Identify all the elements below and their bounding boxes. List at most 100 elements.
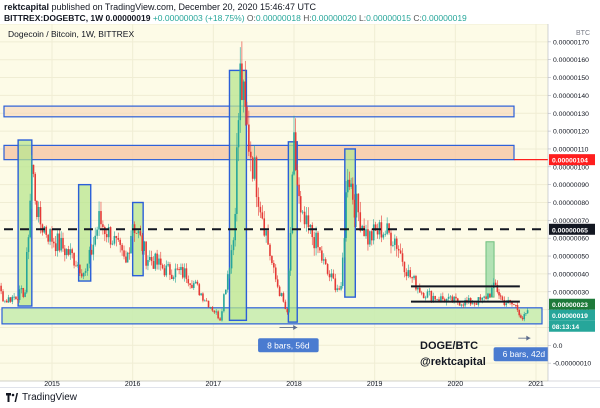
price-tag-box: [549, 309, 595, 321]
candle-body: [178, 269, 180, 271]
candle-body: [269, 244, 271, 256]
candle-body: [525, 313, 527, 315]
y-tick-label: 0.00000130: [553, 111, 589, 118]
candle-body: [462, 304, 465, 306]
y-tick-label: 0.00000030: [553, 289, 589, 296]
candle-body: [192, 283, 195, 288]
candle-body: [45, 226, 48, 235]
candle-body: [471, 303, 474, 305]
candle-body: [473, 303, 476, 305]
candle-body: [273, 262, 275, 268]
candle-body: [36, 200, 38, 217]
candle-body: [447, 296, 450, 299]
price-tag: 0.00000065: [552, 227, 588, 234]
candle-body: [353, 199, 356, 218]
x-tick-label: 2016: [125, 381, 141, 387]
y-tick-label: 0.00000050: [553, 254, 589, 261]
candle-body: [355, 193, 358, 218]
publish-info: rektcapital published on TradingView.com…: [4, 2, 316, 12]
candle-body: [319, 247, 321, 251]
candle-body: [449, 296, 452, 298]
candle-body: [96, 229, 98, 236]
candle-body: [328, 273, 331, 278]
candle-body: [376, 230, 379, 235]
candle-body: [392, 244, 394, 246]
candle-body: [27, 237, 30, 253]
candle-body: [58, 233, 61, 251]
candle-body: [407, 270, 410, 277]
y-tick-label: 0.00000060: [553, 236, 589, 243]
candle-body: [47, 234, 49, 242]
candle-body: [123, 250, 125, 257]
price-tag-box: [549, 223, 595, 235]
candle-body: [65, 249, 68, 256]
watermark-handle: @rektcapital: [420, 356, 486, 368]
candle-body: [113, 235, 116, 244]
breakout-box: [344, 148, 357, 298]
candle-body: [515, 305, 517, 306]
candle-body: [196, 281, 199, 285]
candle-body: [451, 296, 454, 303]
candle-body: [203, 300, 206, 302]
support-zone: [1, 307, 543, 325]
x-tick-label: 2019: [367, 381, 383, 387]
candle-body: [22, 288, 25, 297]
candle-body: [20, 288, 23, 290]
candle-body: [232, 240, 235, 251]
candle-body: [230, 250, 233, 269]
candle-body: [226, 274, 229, 290]
candle-body: [225, 289, 227, 295]
candle-body: [336, 288, 339, 291]
candle-body: [244, 81, 247, 107]
bars-arrow-1-head: [293, 324, 298, 330]
candle-body: [209, 307, 212, 308]
candle-body: [405, 272, 408, 277]
candle-body: [460, 304, 463, 306]
chart-area[interactable]: 8 bars, 56d 6 bars, 42d DOGE/BTC @rektcapit…: [0, 23, 600, 388]
candle-body: [69, 249, 72, 255]
candle-body: [526, 310, 529, 314]
y-tick-label: 0.0: [553, 343, 563, 350]
x-tick-label: 2015: [44, 381, 60, 387]
author-name[interactable]: rektcapital: [4, 2, 50, 12]
candle-body: [165, 265, 168, 276]
candle-body: [88, 249, 91, 264]
y-tick-label: 0.00000120: [553, 129, 589, 136]
candle-body: [119, 239, 121, 245]
candle-body: [499, 295, 502, 297]
candle-body: [105, 234, 108, 238]
price-chart[interactable]: 8 bars, 56d 6 bars, 42d DOGE/BTC @rektcapit…: [0, 23, 600, 388]
candle-body: [143, 241, 145, 251]
price-tag: 0.00000023: [552, 302, 588, 309]
candle-body: [5, 300, 8, 303]
candle-body: [183, 268, 186, 278]
candle-body: [77, 264, 79, 267]
candle-body: [51, 229, 53, 242]
resistance-zone: [3, 144, 515, 161]
candle-body: [73, 253, 75, 266]
x-tick-label: 2018: [286, 381, 302, 387]
candle-body: [172, 277, 175, 280]
axis-unit: BTC: [576, 30, 590, 37]
candle-body: [415, 275, 417, 290]
candle-body: [257, 197, 260, 207]
candle-body: [394, 238, 396, 245]
candle-body: [513, 304, 515, 306]
candle-body: [395, 238, 398, 249]
candle-body: [139, 231, 142, 236]
candle-body: [367, 229, 369, 245]
candle-body: [453, 296, 455, 303]
candle-body: [516, 305, 519, 311]
candle-body: [90, 249, 93, 255]
candle-body: [442, 296, 444, 300]
candle-body: [11, 296, 14, 302]
candle-body: [494, 282, 497, 285]
candle-body: [180, 267, 182, 271]
candle-body: [338, 288, 340, 290]
candle-body: [384, 233, 387, 235]
candle-body: [189, 283, 191, 285]
candle-body: [305, 215, 308, 225]
candle-body: [286, 309, 289, 313]
candle-body: [388, 223, 390, 233]
footer-brand[interactable]: TradingView: [22, 392, 78, 403]
